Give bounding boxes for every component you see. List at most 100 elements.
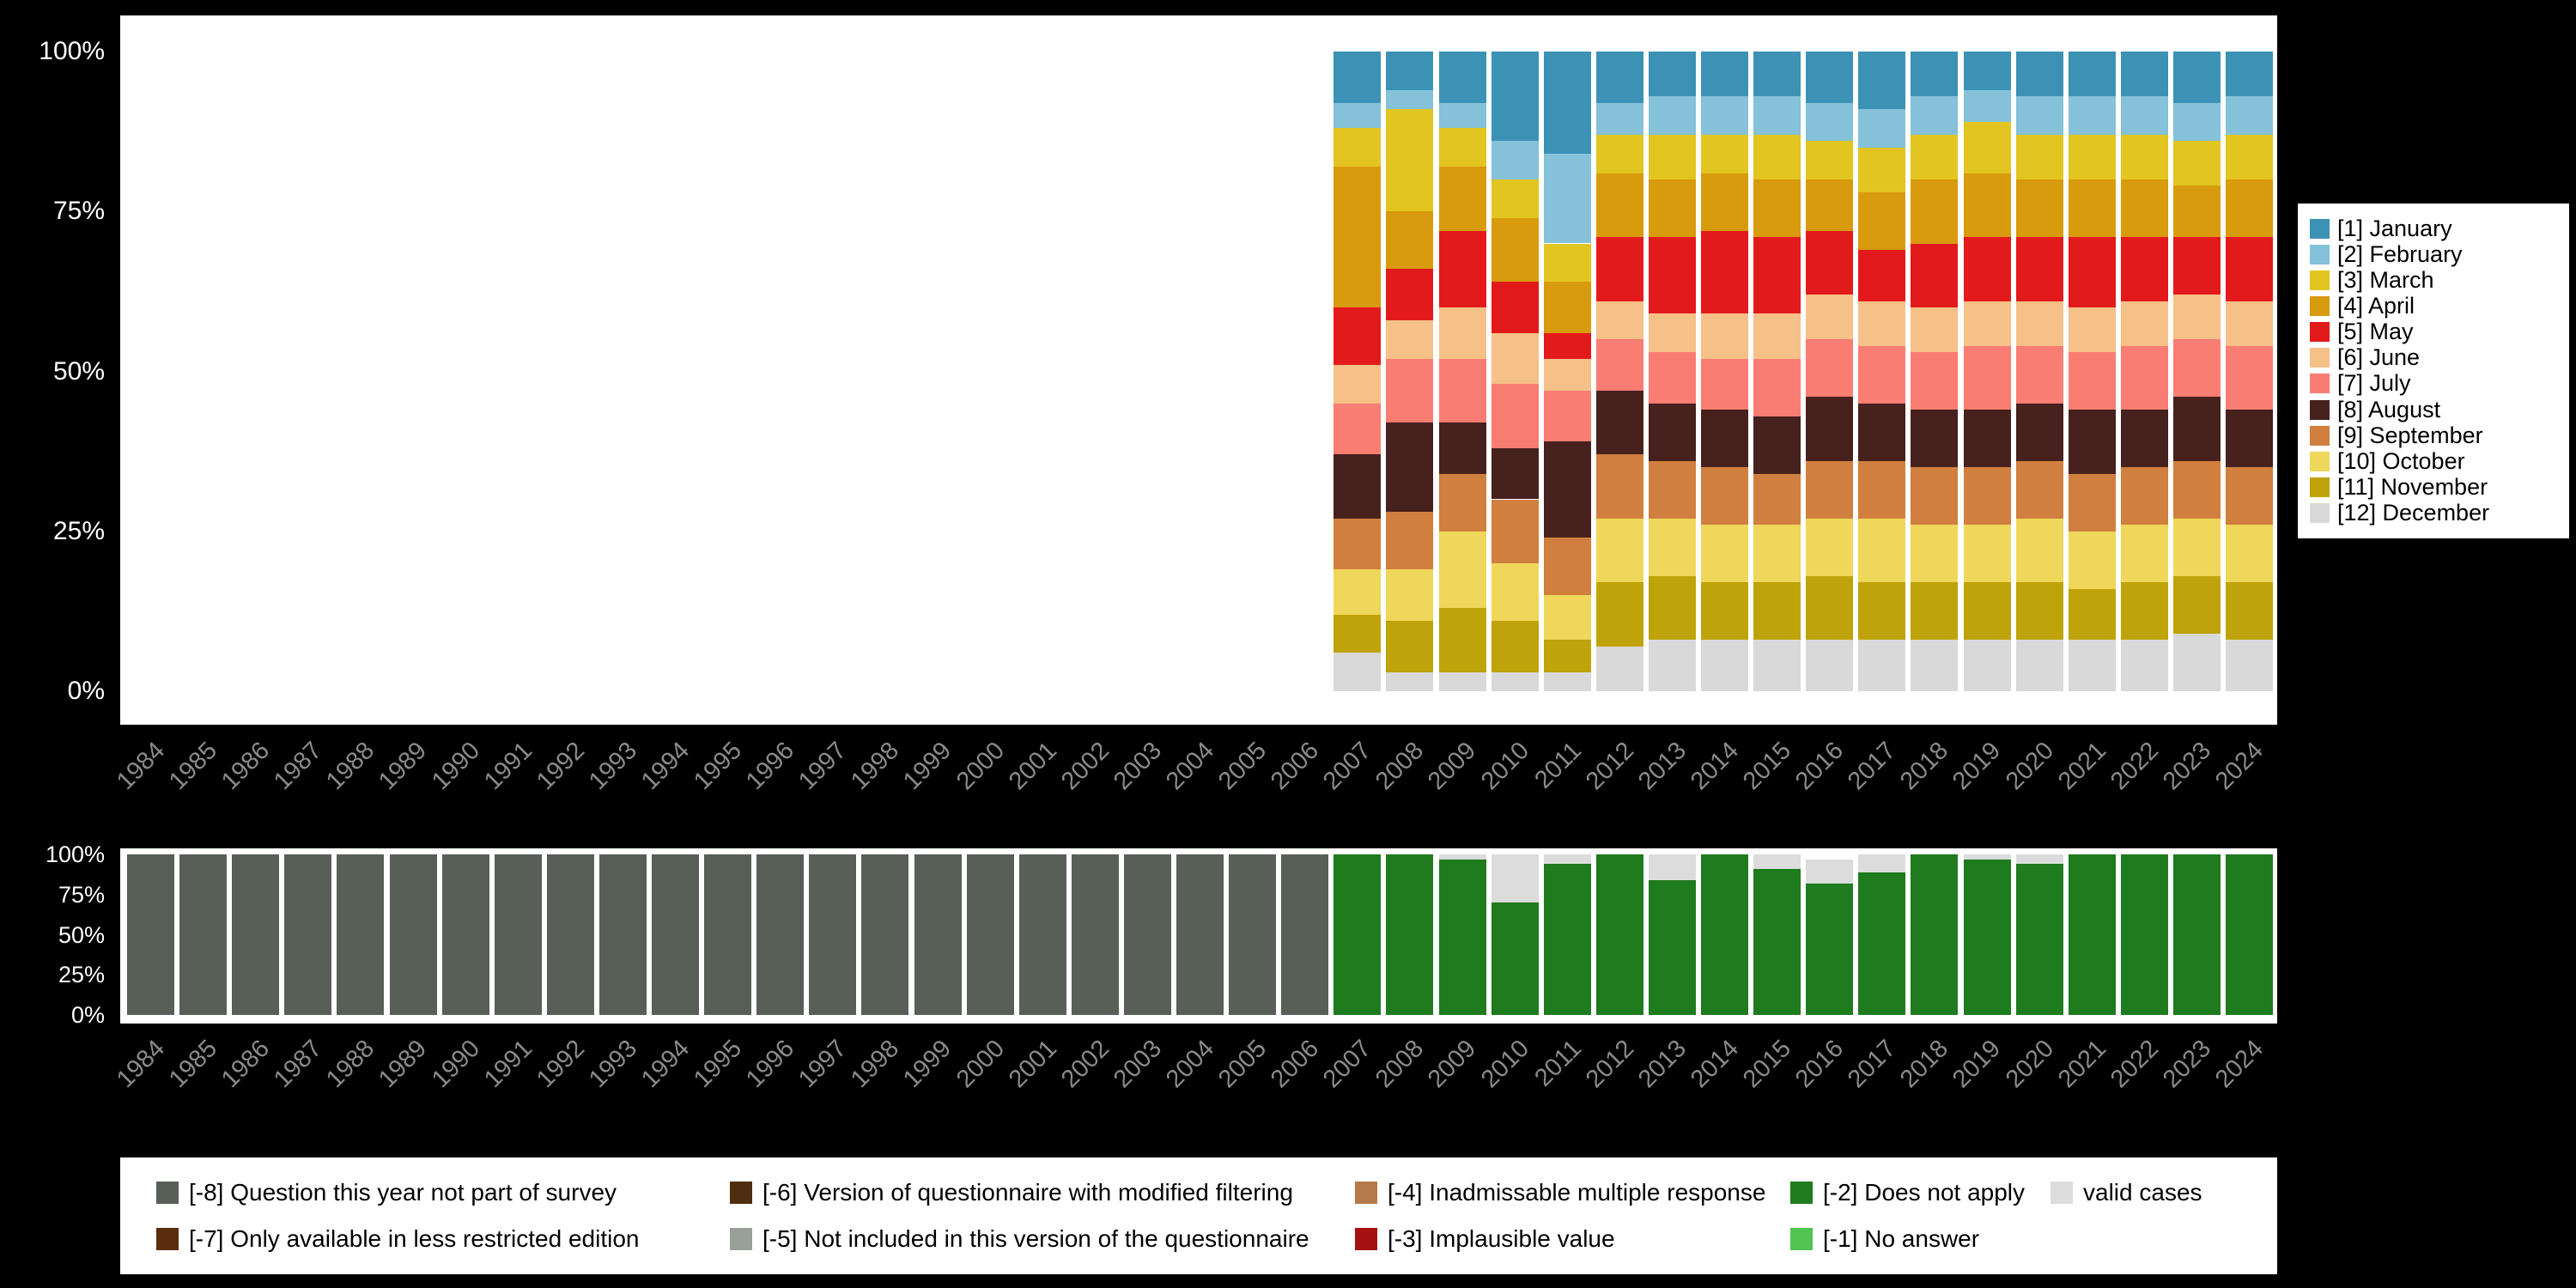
bottom-chart-y-axis: 100% 75% 50% 25% 0% bbox=[0, 0, 110, 1288]
bar-segment bbox=[1595, 102, 1643, 135]
bar-segment bbox=[1543, 154, 1591, 244]
legend-label: [8] August bbox=[2337, 396, 2441, 422]
bar-segment bbox=[337, 854, 385, 1015]
bar-segment bbox=[2068, 640, 2116, 691]
bar-segment bbox=[2226, 467, 2273, 526]
bar-segment bbox=[2015, 460, 2063, 519]
legend-item: [7] July bbox=[2310, 370, 2569, 396]
legend-label: [10] October bbox=[2337, 447, 2465, 474]
bar-segment bbox=[1438, 422, 1486, 474]
bar-segment bbox=[1648, 460, 1696, 519]
bar-segment bbox=[1806, 52, 1854, 103]
x-axis-year-label: 2013 bbox=[1632, 1035, 1692, 1094]
x-axis-year-label: 2002 bbox=[1055, 1035, 1115, 1094]
bar-segment bbox=[1543, 671, 1591, 691]
bar-segment bbox=[1963, 410, 2011, 468]
bar-segment bbox=[1334, 454, 1382, 519]
bar-segment bbox=[1858, 640, 1906, 691]
bar-segment bbox=[1911, 96, 1959, 135]
bar-segment bbox=[1911, 52, 1959, 97]
bar-segment bbox=[2015, 52, 2063, 97]
bar-segment bbox=[1858, 109, 1906, 148]
bar-segment bbox=[2068, 854, 2116, 1015]
legend-item: [4] April bbox=[2310, 293, 2569, 319]
bar-segment bbox=[2120, 179, 2168, 238]
legend-label: [-4] Inadmissable multiple response bbox=[1388, 1179, 1766, 1206]
bar-segment bbox=[2068, 473, 2116, 532]
legend-item: valid cases bbox=[2050, 1179, 2260, 1206]
bar-segment bbox=[1858, 301, 1906, 346]
bar-segment bbox=[1753, 96, 1801, 135]
bar-segment bbox=[2172, 854, 2221, 1015]
bar-segment bbox=[1386, 319, 1434, 359]
x-axis-year-label: 2016 bbox=[1790, 737, 1850, 796]
bar-segment bbox=[1491, 499, 1539, 563]
bar-segment bbox=[1595, 854, 1643, 1015]
bar-segment bbox=[1963, 89, 2011, 122]
legend-label: [3] March bbox=[2337, 267, 2434, 294]
bar-segment bbox=[1806, 179, 1854, 231]
x-axis-year-label: 1993 bbox=[583, 1035, 643, 1094]
bar-segment bbox=[2172, 518, 2221, 576]
bar-segment bbox=[1334, 128, 1382, 167]
bar-segment bbox=[1648, 313, 1696, 353]
interview-month-chart-panel bbox=[120, 15, 2277, 725]
bar-segment bbox=[1018, 854, 1066, 1015]
bar-segment bbox=[861, 854, 909, 1015]
bar-segment bbox=[1858, 854, 1906, 872]
x-axis-year-label: 2000 bbox=[951, 737, 1010, 796]
bar-segment bbox=[1491, 384, 1539, 448]
x-axis-year-label: 1997 bbox=[793, 737, 853, 796]
x-axis-year-label: 1995 bbox=[688, 1035, 748, 1094]
missing-values-chart-panel bbox=[120, 848, 2277, 1024]
bar-segment bbox=[1701, 525, 1748, 583]
bar-segment bbox=[1701, 52, 1748, 97]
bar-segment bbox=[1438, 608, 1486, 672]
bar-segment bbox=[2068, 52, 2116, 97]
x-axis-year-label: 2000 bbox=[951, 1035, 1010, 1094]
x-axis-year-label: 2015 bbox=[1737, 737, 1797, 796]
x-axis-year-label: 1991 bbox=[478, 737, 538, 796]
bar-segment bbox=[2015, 301, 2063, 346]
bar-segment bbox=[1963, 582, 2011, 641]
x-axis-year-label: 2014 bbox=[1685, 737, 1745, 796]
legend-item: [6] June bbox=[2310, 344, 2569, 371]
x-axis-year-label: 1992 bbox=[531, 737, 590, 796]
bar-segment bbox=[1386, 211, 1434, 270]
bar-segment bbox=[1806, 460, 1854, 519]
month-legend: [1] January [2] February [3] March [4] Apri… bbox=[2298, 204, 2569, 538]
bar-segment bbox=[1806, 575, 1854, 641]
x-axis-year-label: 1988 bbox=[321, 1035, 380, 1094]
bar-segment bbox=[2015, 854, 2063, 865]
bar-segment bbox=[1334, 167, 1382, 307]
bar-segment bbox=[546, 854, 594, 1015]
bar-segment bbox=[1911, 640, 1959, 691]
x-axis-year-label: 2001 bbox=[1003, 737, 1062, 796]
x-axis-year-label: 1985 bbox=[163, 737, 223, 796]
bar-segment bbox=[1071, 854, 1119, 1015]
bar-segment bbox=[1491, 179, 1539, 218]
legend-label: [6] June bbox=[2337, 344, 2421, 371]
bar-segment bbox=[1858, 460, 1906, 519]
x-axis-year-label: 2011 bbox=[1529, 737, 1587, 794]
x-axis-year-label: 2020 bbox=[2000, 737, 2059, 796]
bar-segment bbox=[1806, 295, 1854, 340]
bar-segment bbox=[2172, 339, 2221, 398]
x-axis-year-label: 2023 bbox=[2157, 1035, 2217, 1094]
bar-segment bbox=[1963, 854, 2011, 860]
y-axis-tick-label: 50% bbox=[52, 356, 105, 386]
bar-segment bbox=[1858, 518, 1906, 583]
legend-item: [-1] No answer bbox=[1790, 1225, 2050, 1253]
bar-segment bbox=[1806, 397, 1854, 461]
bar-segment bbox=[2226, 237, 2273, 301]
bar-segment bbox=[441, 854, 489, 1015]
legend-label: [-5] Not included in this version of the… bbox=[762, 1225, 1309, 1252]
bar-segment bbox=[1491, 217, 1539, 283]
bar-segment bbox=[2120, 345, 2168, 410]
bar-segment bbox=[1595, 582, 1643, 647]
bar-segment bbox=[1543, 243, 1591, 283]
legend-color-swatch bbox=[2310, 502, 2330, 523]
x-axis-year-label: 1996 bbox=[741, 737, 800, 796]
x-axis-year-label: 1990 bbox=[426, 1035, 485, 1094]
bar-segment bbox=[2172, 397, 2221, 461]
